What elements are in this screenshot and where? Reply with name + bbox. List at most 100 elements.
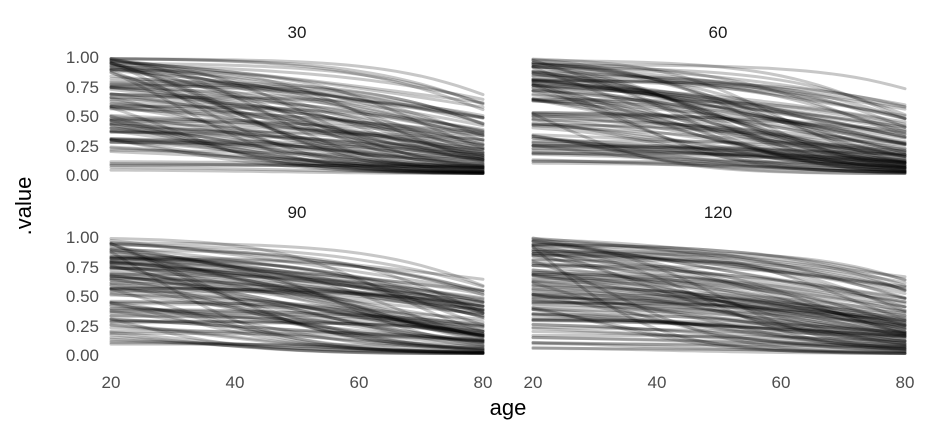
curve-line (531, 114, 907, 158)
curve-line (109, 95, 485, 154)
curve-line (531, 306, 907, 355)
curve-line (109, 259, 485, 312)
curve-line (531, 144, 907, 160)
curve-line (531, 89, 907, 146)
curve-line (109, 58, 485, 169)
curve-line (109, 101, 485, 147)
curve-line (109, 104, 485, 133)
curve-line (531, 57, 907, 159)
curve-line (109, 163, 485, 169)
curve-line (109, 123, 485, 174)
curve-line (531, 268, 907, 323)
curve-line (531, 86, 907, 128)
curve-line (531, 72, 907, 135)
curve-line (109, 138, 485, 175)
y-axis-title: .value (11, 177, 36, 236)
curve-line (109, 62, 485, 136)
curve-line (531, 240, 907, 305)
y-tick-label: 0.50 (66, 287, 99, 306)
curve-line (109, 262, 485, 336)
curve-line (109, 274, 485, 345)
curve-line (531, 149, 907, 167)
curve-line (109, 314, 485, 345)
curve-line (109, 106, 485, 137)
curve-line (531, 79, 907, 109)
curve-line (109, 246, 485, 304)
curve-line (109, 117, 485, 154)
curve-line (109, 239, 485, 293)
curve-line (109, 254, 485, 304)
curve-line (109, 339, 485, 354)
curve-line (531, 64, 907, 172)
x-tick-label: 40 (226, 373, 245, 392)
curve-line (109, 265, 485, 302)
curve-line (109, 79, 485, 126)
curve-line (109, 292, 485, 345)
curve-line (531, 254, 907, 313)
curve-line (531, 285, 907, 313)
curve-line (531, 144, 907, 161)
curve-line (109, 67, 485, 119)
curve-line (109, 283, 485, 347)
curve-line (531, 82, 907, 175)
curve-line (109, 278, 485, 333)
y-tick-label: 0.50 (66, 107, 99, 126)
x-tick-label: 80 (474, 373, 493, 392)
curve-line (531, 318, 907, 347)
curve-line (109, 259, 485, 318)
curve-line (109, 113, 485, 149)
curve-line (109, 276, 485, 342)
curve-line (531, 133, 907, 174)
curve-line (531, 236, 907, 300)
curve-line (531, 84, 907, 139)
curve-line (531, 301, 907, 338)
curve-line (531, 111, 907, 154)
curve-line (531, 305, 907, 335)
curve-line (531, 133, 907, 153)
curve-line (531, 83, 907, 174)
curve-line (109, 242, 485, 353)
curve-line (109, 255, 485, 319)
curve-line (531, 242, 907, 321)
curve-line (109, 130, 485, 162)
curve-line (531, 280, 907, 334)
curve-line (109, 255, 485, 297)
curve-line (531, 323, 907, 353)
curve-line (109, 281, 485, 313)
y-tick-label: 1.00 (66, 48, 99, 67)
curve-line (531, 80, 907, 152)
curve-line (531, 143, 907, 157)
y-tick-label: 0.00 (66, 166, 99, 185)
curve-line (531, 335, 907, 348)
curve-line (531, 83, 907, 170)
x-tick-label: 80 (896, 373, 915, 392)
curve-line (109, 57, 485, 146)
curve-line (531, 77, 907, 121)
curve-line (109, 91, 485, 151)
curve-line (531, 283, 907, 326)
curve-line (109, 137, 485, 175)
curve-line (531, 249, 907, 309)
curve-line (531, 99, 907, 173)
curve-line (531, 93, 907, 173)
curve-line (109, 256, 485, 327)
curve-line (531, 71, 907, 134)
curve-line (109, 119, 485, 175)
curve-line (109, 81, 485, 119)
curve-line (109, 77, 485, 154)
curve-line (109, 289, 485, 308)
curve-line (109, 59, 485, 173)
curve-line (531, 159, 907, 170)
curve-line (531, 244, 907, 352)
curve-line (109, 129, 485, 166)
curve-line (531, 253, 907, 296)
curve-line (531, 117, 907, 170)
curve-line (109, 264, 485, 337)
curve-line (109, 261, 485, 300)
curve-line (109, 84, 485, 138)
curve-line (531, 121, 907, 166)
curve-line (531, 312, 907, 340)
curve-line (531, 114, 907, 170)
curve-line (109, 259, 485, 315)
curve-line (531, 62, 907, 169)
